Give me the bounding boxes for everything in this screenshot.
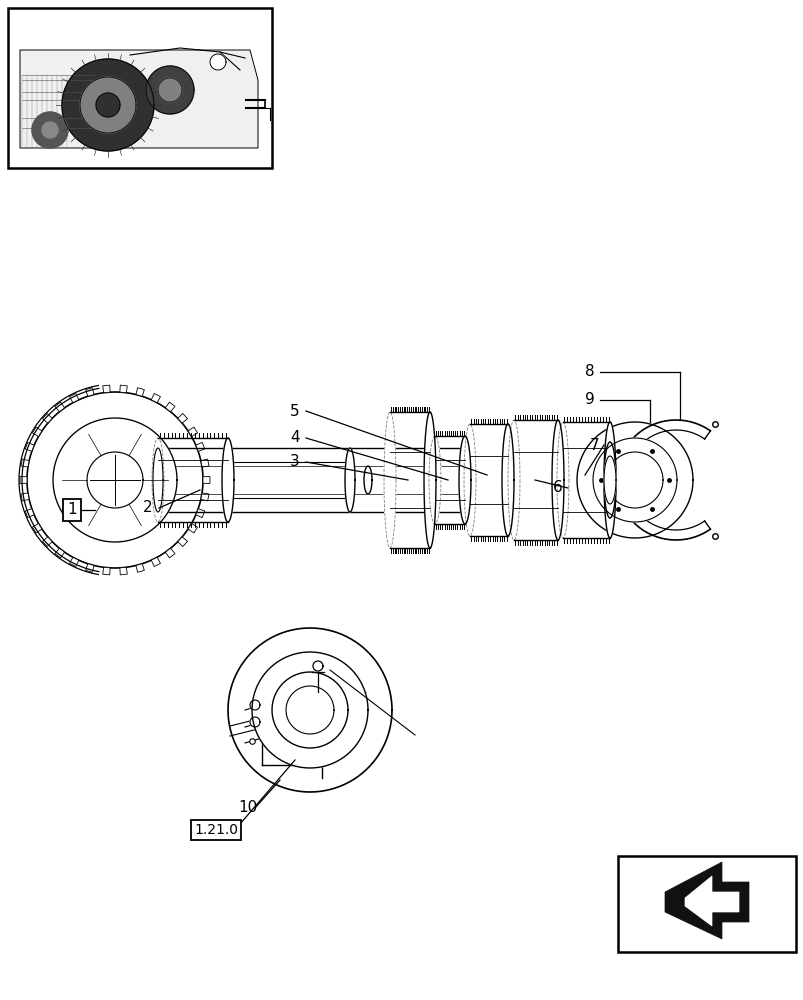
Polygon shape bbox=[603, 442, 615, 518]
Polygon shape bbox=[153, 448, 163, 512]
Text: 7: 7 bbox=[589, 438, 599, 452]
Polygon shape bbox=[21, 493, 29, 501]
Polygon shape bbox=[423, 412, 435, 548]
Polygon shape bbox=[664, 862, 748, 939]
Polygon shape bbox=[55, 548, 64, 558]
Polygon shape bbox=[196, 442, 205, 451]
Polygon shape bbox=[593, 438, 676, 522]
Polygon shape bbox=[80, 77, 136, 133]
Polygon shape bbox=[618, 856, 795, 952]
Polygon shape bbox=[96, 93, 120, 117]
Polygon shape bbox=[262, 692, 365, 778]
Polygon shape bbox=[271, 672, 348, 748]
Polygon shape bbox=[69, 393, 79, 403]
Polygon shape bbox=[188, 427, 198, 436]
Polygon shape bbox=[53, 418, 177, 542]
Polygon shape bbox=[165, 402, 175, 412]
Polygon shape bbox=[684, 876, 738, 926]
Polygon shape bbox=[120, 567, 127, 575]
Polygon shape bbox=[165, 548, 175, 558]
Text: 1.21.0: 1.21.0 bbox=[194, 823, 238, 837]
Text: 2: 2 bbox=[143, 500, 153, 516]
Polygon shape bbox=[25, 509, 35, 518]
Polygon shape bbox=[32, 524, 42, 533]
Polygon shape bbox=[250, 717, 259, 727]
Polygon shape bbox=[25, 442, 35, 451]
Text: 3: 3 bbox=[290, 454, 300, 470]
Polygon shape bbox=[69, 557, 79, 567]
Polygon shape bbox=[177, 537, 187, 547]
Text: 9: 9 bbox=[585, 392, 594, 408]
Text: 4: 4 bbox=[290, 430, 300, 446]
Polygon shape bbox=[577, 422, 692, 538]
Polygon shape bbox=[177, 413, 187, 423]
Polygon shape bbox=[251, 652, 368, 768]
Polygon shape bbox=[42, 122, 58, 138]
Polygon shape bbox=[501, 424, 513, 536]
Polygon shape bbox=[603, 422, 615, 538]
Polygon shape bbox=[136, 388, 145, 396]
Polygon shape bbox=[120, 385, 127, 393]
Text: 5: 5 bbox=[290, 403, 300, 418]
Polygon shape bbox=[228, 628, 392, 792]
Polygon shape bbox=[151, 393, 161, 403]
Polygon shape bbox=[8, 8, 271, 168]
Polygon shape bbox=[62, 59, 154, 151]
Polygon shape bbox=[158, 78, 181, 102]
Polygon shape bbox=[552, 420, 563, 540]
Polygon shape bbox=[21, 459, 29, 467]
Polygon shape bbox=[86, 388, 94, 396]
Polygon shape bbox=[603, 456, 615, 504]
Text: 10: 10 bbox=[238, 800, 257, 815]
Polygon shape bbox=[146, 66, 194, 114]
Polygon shape bbox=[606, 452, 662, 508]
Polygon shape bbox=[463, 424, 475, 536]
Polygon shape bbox=[364, 466, 372, 494]
Polygon shape bbox=[55, 402, 64, 412]
Polygon shape bbox=[43, 413, 52, 423]
Polygon shape bbox=[429, 436, 441, 524]
Polygon shape bbox=[87, 452, 143, 508]
Polygon shape bbox=[286, 686, 333, 734]
Polygon shape bbox=[152, 438, 164, 522]
Polygon shape bbox=[43, 537, 52, 547]
Polygon shape bbox=[20, 50, 258, 148]
Polygon shape bbox=[507, 420, 520, 540]
Polygon shape bbox=[188, 524, 198, 533]
Polygon shape bbox=[312, 661, 323, 671]
Polygon shape bbox=[151, 557, 161, 567]
Polygon shape bbox=[103, 567, 110, 575]
Polygon shape bbox=[384, 412, 396, 548]
Polygon shape bbox=[201, 493, 209, 501]
Polygon shape bbox=[86, 564, 94, 572]
Polygon shape bbox=[136, 564, 145, 572]
Polygon shape bbox=[32, 112, 68, 148]
Polygon shape bbox=[202, 476, 210, 484]
Polygon shape bbox=[250, 700, 259, 710]
Polygon shape bbox=[344, 448, 355, 512]
Polygon shape bbox=[196, 509, 205, 518]
Polygon shape bbox=[210, 54, 226, 70]
Polygon shape bbox=[222, 438, 234, 522]
Polygon shape bbox=[615, 420, 710, 540]
Polygon shape bbox=[201, 459, 209, 467]
Text: 8: 8 bbox=[585, 364, 594, 379]
Polygon shape bbox=[556, 422, 569, 538]
Text: 6: 6 bbox=[552, 481, 562, 495]
Polygon shape bbox=[459, 436, 471, 524]
Polygon shape bbox=[27, 392, 202, 568]
Polygon shape bbox=[20, 476, 27, 484]
Text: 1: 1 bbox=[67, 502, 77, 518]
Polygon shape bbox=[103, 385, 110, 393]
Polygon shape bbox=[32, 427, 42, 436]
